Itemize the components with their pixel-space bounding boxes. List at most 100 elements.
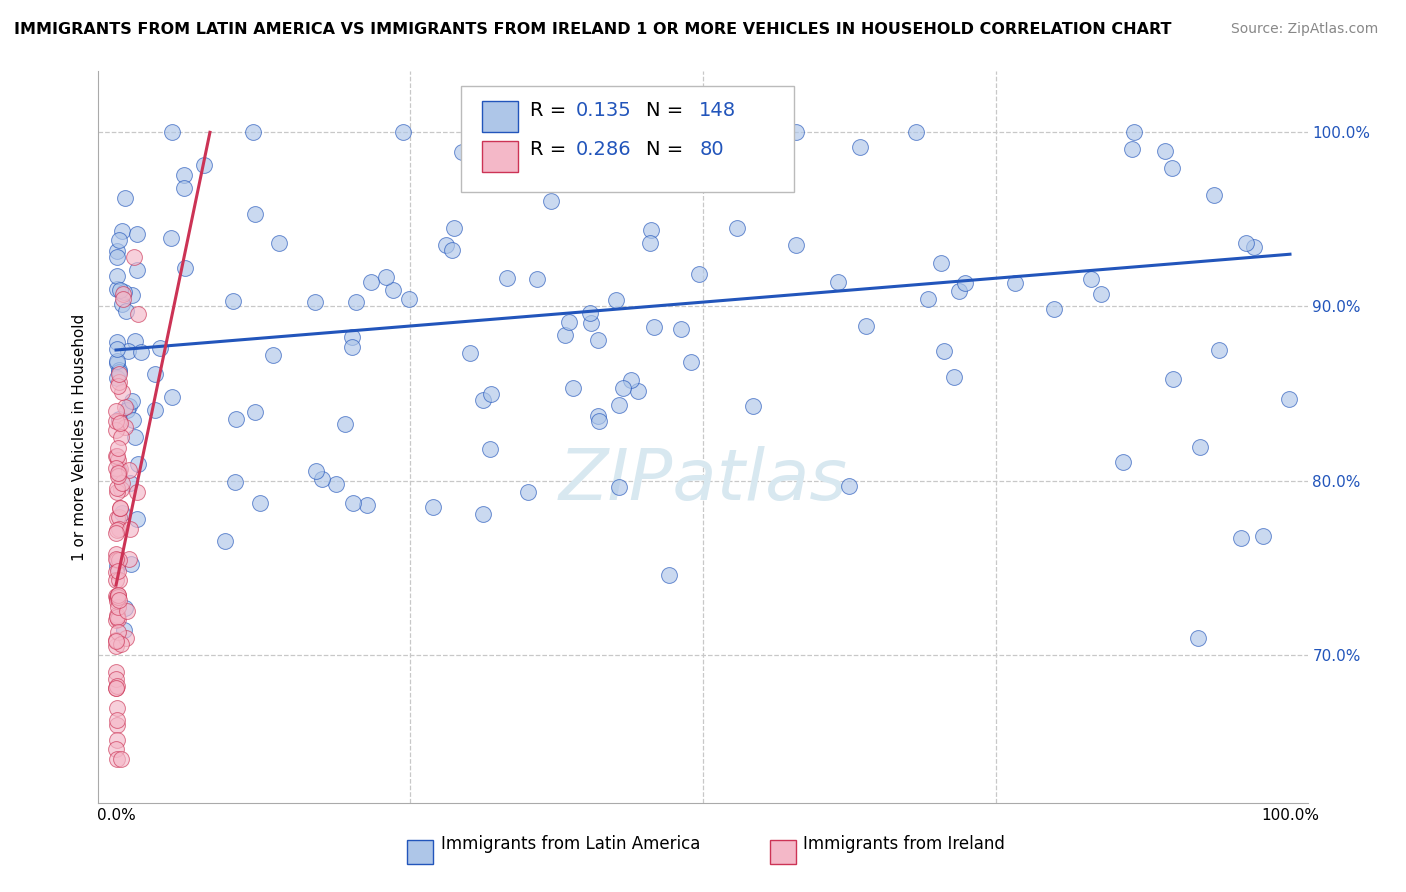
Point	[1243, 240, 1265, 254]
Point	[105, 591, 128, 606]
Point	[112, 624, 135, 638]
Point	[105, 713, 128, 727]
Point	[105, 461, 128, 475]
Point	[105, 573, 128, 587]
Point	[905, 125, 928, 139]
Point	[1090, 287, 1112, 301]
Point	[107, 412, 129, 426]
Point	[174, 260, 197, 275]
Point	[917, 292, 939, 306]
Point	[690, 125, 713, 139]
FancyBboxPatch shape	[461, 86, 793, 192]
Point	[638, 235, 661, 250]
Point	[122, 250, 145, 264]
Point	[105, 523, 128, 537]
Point	[262, 348, 284, 362]
Point	[107, 342, 129, 356]
Point	[105, 485, 128, 500]
Point	[558, 315, 581, 329]
Point	[105, 565, 128, 579]
Point	[110, 483, 132, 497]
Text: Immigrants from Ireland: Immigrants from Ireland	[803, 835, 1005, 853]
Point	[340, 340, 363, 354]
Point	[1230, 532, 1253, 546]
Point	[1188, 440, 1211, 454]
FancyBboxPatch shape	[482, 102, 517, 132]
Point	[931, 256, 953, 270]
Point	[578, 306, 600, 320]
Y-axis label: 1 or more Vehicles in Household: 1 or more Vehicles in Household	[72, 313, 87, 561]
Point	[105, 718, 128, 732]
Text: Source: ZipAtlas.com: Source: ZipAtlas.com	[1230, 22, 1378, 37]
Point	[360, 275, 382, 289]
Point	[579, 317, 602, 331]
Point	[1234, 235, 1257, 250]
Text: 80: 80	[699, 140, 724, 159]
Point	[114, 400, 136, 414]
Point	[112, 285, 135, 299]
Point	[554, 327, 576, 342]
Point	[224, 475, 246, 489]
Point	[398, 292, 420, 306]
Point	[948, 285, 970, 299]
Point	[107, 469, 129, 483]
Point	[1278, 392, 1301, 407]
Point	[107, 589, 129, 603]
Point	[105, 244, 128, 258]
Point	[127, 263, 149, 277]
Text: N =: N =	[647, 101, 683, 120]
FancyBboxPatch shape	[406, 840, 433, 863]
Point	[193, 158, 215, 172]
Point	[111, 296, 134, 310]
Point	[742, 399, 765, 413]
Point	[112, 287, 135, 301]
Point	[107, 522, 129, 536]
Point	[124, 334, 146, 348]
Point	[1161, 161, 1184, 175]
Text: IMMIGRANTS FROM LATIN AMERICA VS IMMIGRANTS FROM IRELAND 1 OR MORE VEHICLES IN H: IMMIGRANTS FROM LATIN AMERICA VS IMMIGRA…	[14, 22, 1171, 37]
Point	[1187, 631, 1209, 645]
FancyBboxPatch shape	[482, 141, 517, 171]
Point	[105, 335, 128, 350]
Point	[105, 681, 128, 695]
Point	[107, 375, 129, 389]
Point	[108, 462, 131, 476]
Point	[440, 243, 463, 257]
Point	[124, 430, 146, 444]
Point	[1042, 301, 1064, 316]
Point	[110, 430, 132, 444]
Point	[225, 412, 247, 426]
Point	[1122, 125, 1144, 139]
Point	[1163, 372, 1185, 386]
Point	[607, 480, 630, 494]
Point	[725, 221, 748, 235]
Point	[114, 420, 136, 434]
Point	[605, 293, 627, 308]
Point	[105, 511, 128, 525]
Point	[111, 223, 134, 237]
Point	[311, 472, 333, 486]
Text: 148: 148	[699, 101, 737, 120]
Point	[127, 227, 149, 241]
Point	[105, 282, 128, 296]
Point	[105, 548, 128, 562]
Point	[458, 346, 481, 360]
Point	[640, 223, 662, 237]
Point	[451, 145, 474, 159]
Point	[105, 450, 128, 464]
Point	[472, 507, 495, 521]
Point	[107, 599, 129, 614]
Point	[105, 752, 128, 766]
Point	[108, 363, 131, 377]
Point	[479, 386, 502, 401]
Point	[105, 558, 128, 573]
Text: 0.286: 0.286	[576, 140, 631, 159]
Point	[107, 379, 129, 393]
Point	[785, 238, 807, 252]
Point	[107, 467, 129, 481]
Point	[114, 190, 136, 204]
Point	[108, 283, 131, 297]
Point	[108, 501, 131, 516]
Point	[1251, 529, 1274, 543]
Point	[567, 141, 589, 155]
